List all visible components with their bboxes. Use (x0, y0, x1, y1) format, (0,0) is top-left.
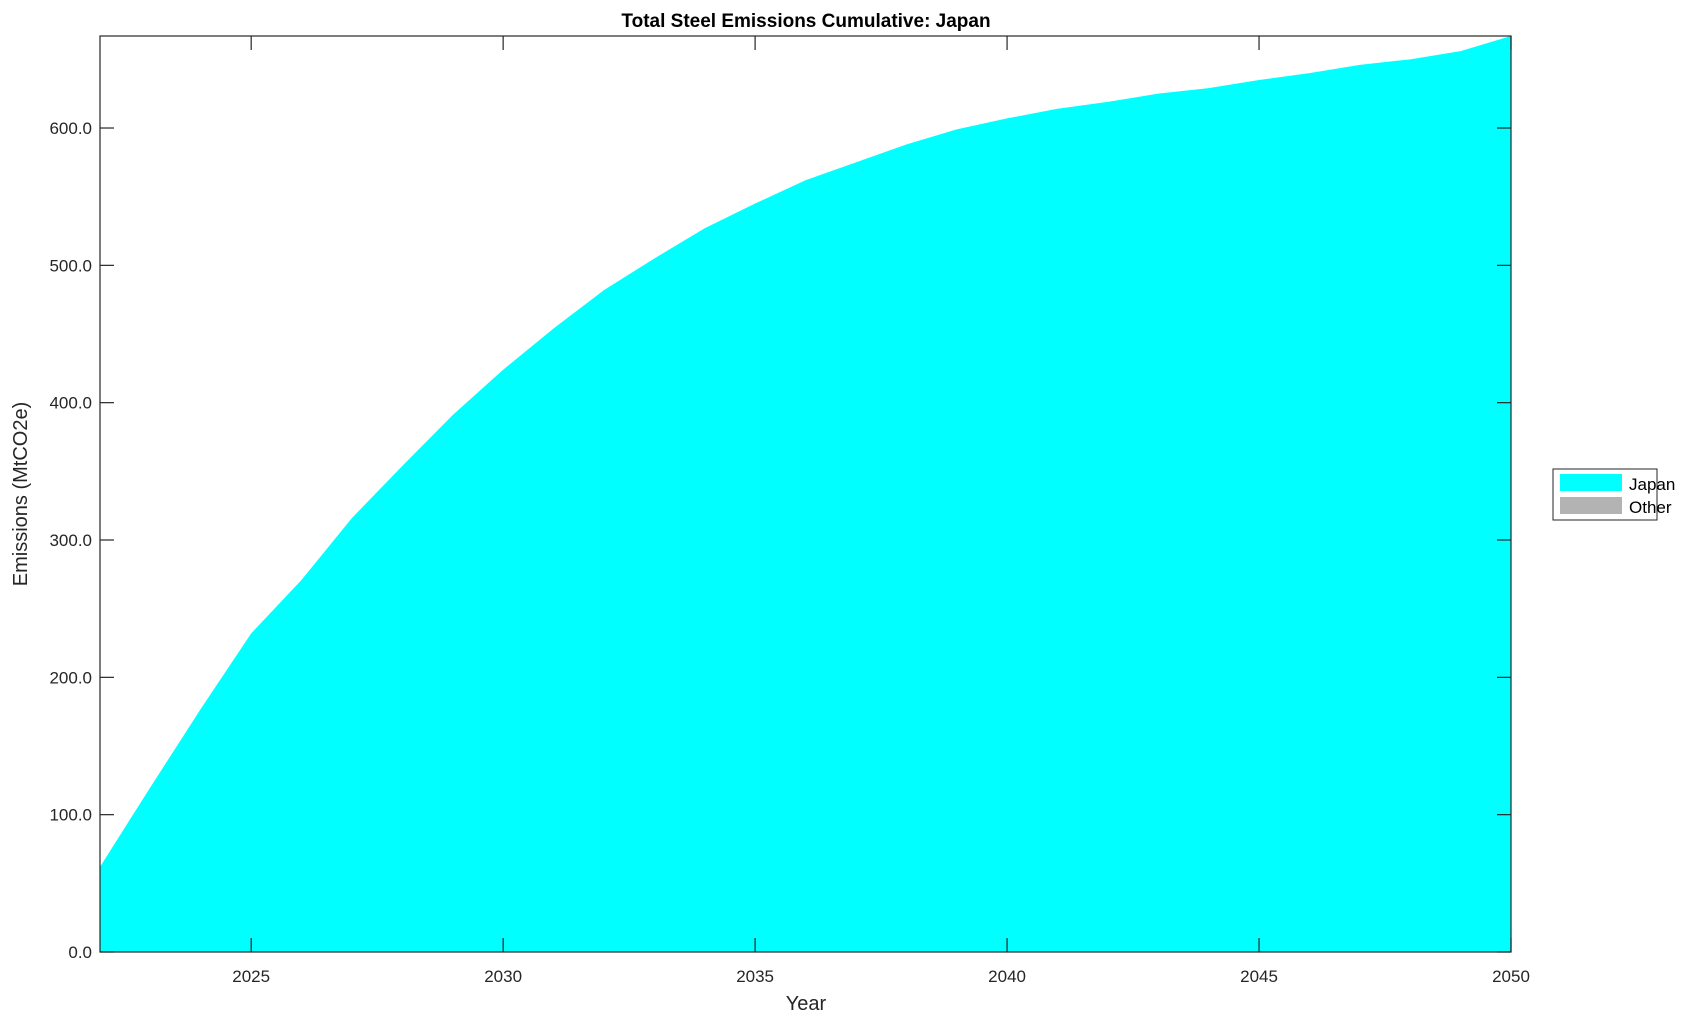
y-axis: 0.0 100.0 200.0 300.0 400.0 500.0 600.0 (49, 119, 1511, 962)
legend-swatch-japan (1560, 474, 1622, 491)
legend: Japan Other (1552, 468, 1675, 521)
x-tick-label: 2030 (484, 967, 522, 986)
x-tick-label: 2045 (1240, 967, 1278, 986)
legend-swatch-other (1560, 497, 1622, 514)
plot-frame (99, 35, 1512, 953)
x-axis: 2025 2030 2035 2040 2045 2050 (232, 36, 1530, 986)
y-tick-label: 100.0 (49, 806, 92, 825)
y-tick-label: 300.0 (49, 531, 92, 550)
chart-title: Total Steel Emissions Cumulative: Japan (621, 11, 990, 32)
y-tick-label: 400.0 (49, 394, 92, 413)
x-tick-label: 2050 (1492, 967, 1530, 986)
x-axis-label: Year (786, 993, 827, 1015)
y-tick-label: 500.0 (49, 256, 92, 275)
y-axis-label: Emissions (MtCO2e) (10, 402, 32, 586)
y-tick-label: 200.0 (49, 668, 92, 687)
area-japan (100, 36, 1511, 952)
x-tick-label: 2040 (988, 967, 1026, 986)
y-tick-label: 0.0 (68, 943, 92, 962)
area-layer (100, 36, 1511, 952)
y-tick-label: 600.0 (49, 119, 92, 138)
x-tick-label: 2025 (232, 967, 270, 986)
x-tick-label: 2035 (736, 967, 774, 986)
legend-label-other: Other (1629, 498, 1672, 517)
legend-label-japan: Japan (1629, 475, 1675, 494)
